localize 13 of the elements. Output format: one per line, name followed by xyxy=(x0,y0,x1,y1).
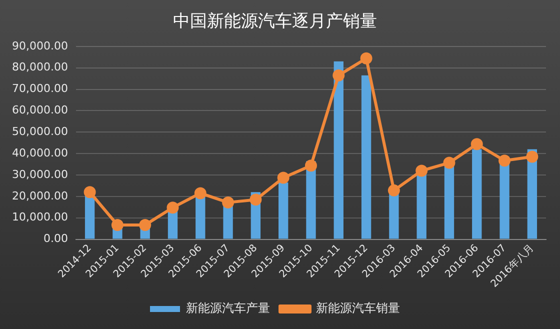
y-tick-label: 60,000.00 xyxy=(12,104,68,117)
y-tick-label: 10,000.00 xyxy=(12,210,68,224)
y-tick-label: 70,000.00 xyxy=(12,82,68,96)
legend-label: 新能源汽车销量 xyxy=(316,301,400,316)
y-tick-label: 30,000.00 xyxy=(12,168,68,181)
legend-label: 新能源汽车产量 xyxy=(186,301,270,316)
y-tick-label: 20,000.00 xyxy=(12,189,68,202)
y-tick-label: 90,000.00 xyxy=(12,39,68,52)
y-tick-label: 0.00 xyxy=(43,232,68,246)
y-tick-label: 40,000.00 xyxy=(12,146,68,160)
y-tick-label: 80,000.00 xyxy=(12,60,68,74)
chart-title: 中国新能源汽车逐月产销量 xyxy=(173,12,377,32)
y-tick-label: 50,000.00 xyxy=(12,124,68,138)
